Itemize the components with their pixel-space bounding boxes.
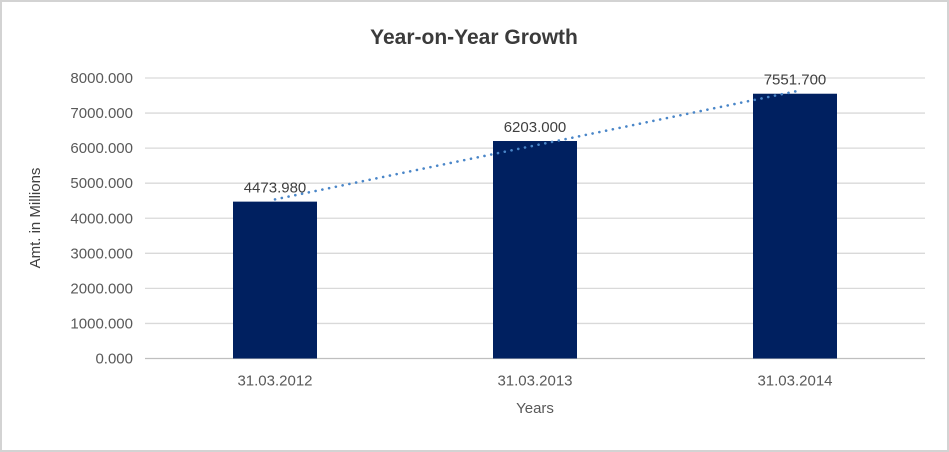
y-tick-label: 6000.000 bbox=[70, 140, 133, 157]
y-tick-label: 3000.000 bbox=[70, 245, 133, 262]
y-tick-label: 4000.000 bbox=[70, 210, 133, 227]
x-tick-label: 31.03.2014 bbox=[757, 373, 832, 390]
y-tick-label: 7000.000 bbox=[70, 105, 133, 122]
bar-31.03.2014 bbox=[753, 93, 837, 359]
data-label: 7551.700 bbox=[764, 72, 827, 89]
y-tick-label: 2000.000 bbox=[70, 280, 133, 297]
trendline-layer bbox=[273, 89, 801, 201]
trendline bbox=[273, 89, 801, 201]
bars-layer bbox=[233, 93, 837, 359]
y-axis-title: Amt. in Millions bbox=[27, 168, 44, 269]
y-tick-label: 0.000 bbox=[95, 351, 133, 368]
chart-title: Year-on-Year Growth bbox=[370, 26, 578, 49]
x-axis-title: Years bbox=[516, 400, 554, 417]
y-tick-label: 8000.000 bbox=[70, 70, 133, 87]
bar-31.03.2012 bbox=[233, 201, 317, 359]
data-label: 4473.980 bbox=[244, 180, 307, 197]
x-tick-label: 31.03.2012 bbox=[237, 373, 312, 390]
x-tick-label: 31.03.2013 bbox=[497, 373, 572, 390]
bar-31.03.2013 bbox=[493, 141, 577, 359]
labels-layer: 0.000 1000.000 2000.000 3000.000 4000.000 500… bbox=[70, 70, 832, 390]
y-tick-label: 1000.000 bbox=[70, 315, 133, 332]
data-label: 6203.000 bbox=[504, 119, 567, 136]
y-tick-label: 5000.000 bbox=[70, 175, 133, 192]
